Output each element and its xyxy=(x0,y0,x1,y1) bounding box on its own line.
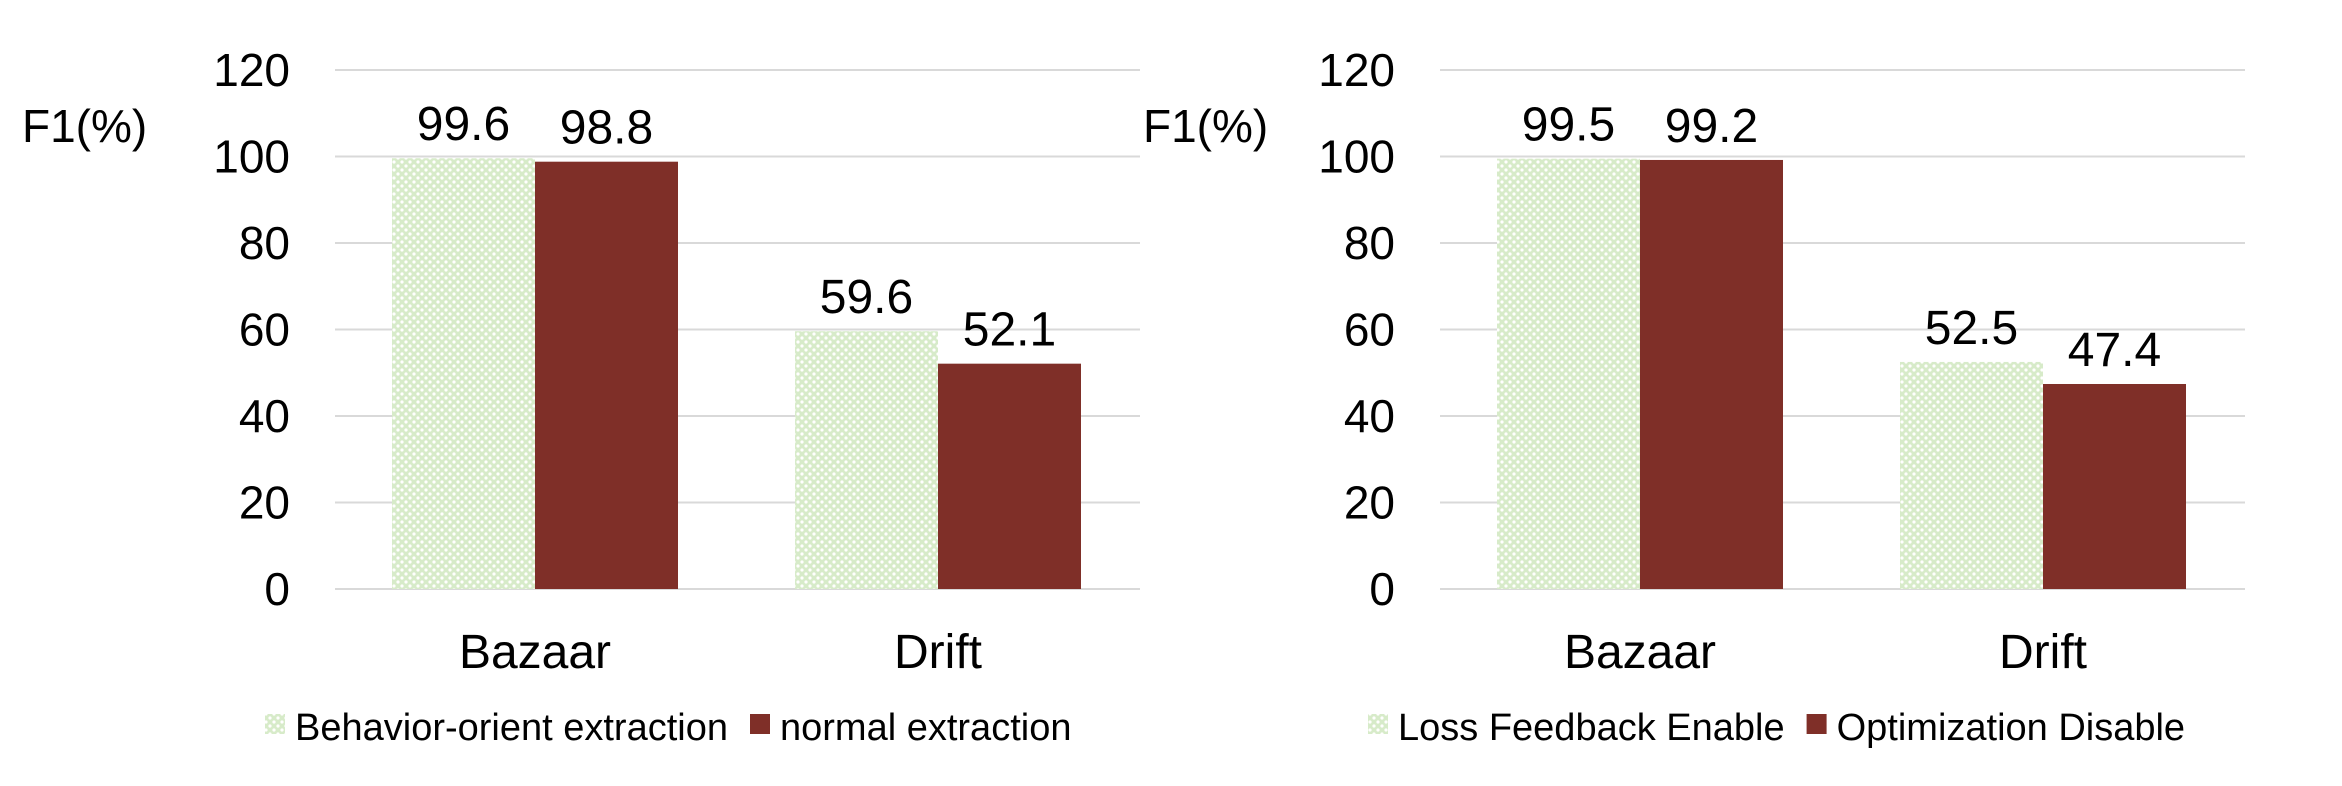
data-label: 99.6 xyxy=(417,98,510,151)
x-category-label: Bazaar xyxy=(459,626,611,679)
data-label: 99.5 xyxy=(1522,99,1615,152)
data-label: 52.1 xyxy=(963,304,1056,357)
data-label: 52.5 xyxy=(1925,302,2018,355)
legend-label: Optimization Disable xyxy=(1837,707,2185,749)
data-label: 98.8 xyxy=(560,102,653,155)
chart-behavior-extraction: 0 20 40 60 80 100 120 99.6 98.8 59.6 52.1 Bazaar D… xyxy=(22,44,1140,749)
data-label: 99.2 xyxy=(1665,100,1758,153)
y-tick-label: 60 xyxy=(1344,304,1395,356)
y-tick-label: 20 xyxy=(239,477,290,529)
y-axis-label: F1(%) xyxy=(1143,100,1268,152)
y-tick-label: 60 xyxy=(239,304,290,356)
bar-drift-series-1 xyxy=(2043,383,2186,589)
y-tick-label: 20 xyxy=(1344,477,1395,529)
y-tick-label: 80 xyxy=(239,217,290,269)
y-tick-label: 80 xyxy=(1344,217,1395,269)
data-label: 47.4 xyxy=(2068,324,2161,377)
y-tick-label: 120 xyxy=(213,44,290,96)
legend-label: normal extraction xyxy=(780,707,1071,749)
y-tick-label: 40 xyxy=(1344,390,1395,442)
y-tick-label: 120 xyxy=(1318,44,1395,96)
y-tick-label: 100 xyxy=(213,131,290,183)
bar-bazaar-series-0 xyxy=(1497,158,1640,589)
y-tick-label: 0 xyxy=(264,563,290,615)
chart-loss-feedback: 0 20 40 60 80 100 120 99.5 99.2 52.5 47.4 Bazaar D… xyxy=(1143,44,2245,749)
bar-bazaar-series-1 xyxy=(535,161,678,589)
legend-label: Loss Feedback Enable xyxy=(1398,707,1785,749)
bar-bazaar-series-1 xyxy=(1640,159,1783,589)
bar-drift-series-0 xyxy=(1900,361,2043,589)
legend-swatch xyxy=(1806,714,1827,734)
x-category-label: Drift xyxy=(894,626,982,679)
legend-swatch xyxy=(750,714,770,734)
x-category-label: Drift xyxy=(1999,626,2087,679)
y-tick-label: 0 xyxy=(1369,563,1395,615)
legend-swatch xyxy=(1368,714,1388,734)
x-category-label: Bazaar xyxy=(1564,626,1716,679)
y-tick-label: 100 xyxy=(1318,131,1395,183)
y-axis-label: F1(%) xyxy=(22,100,147,152)
bar-drift-series-1 xyxy=(938,363,1081,589)
data-label: 59.6 xyxy=(820,271,913,324)
legend-swatch xyxy=(265,714,285,734)
y-tick-label: 40 xyxy=(239,390,290,442)
bar-bazaar-series-0 xyxy=(392,158,535,590)
bar-drift-series-0 xyxy=(795,331,938,589)
legend-label: Behavior-orient extraction xyxy=(295,707,728,749)
